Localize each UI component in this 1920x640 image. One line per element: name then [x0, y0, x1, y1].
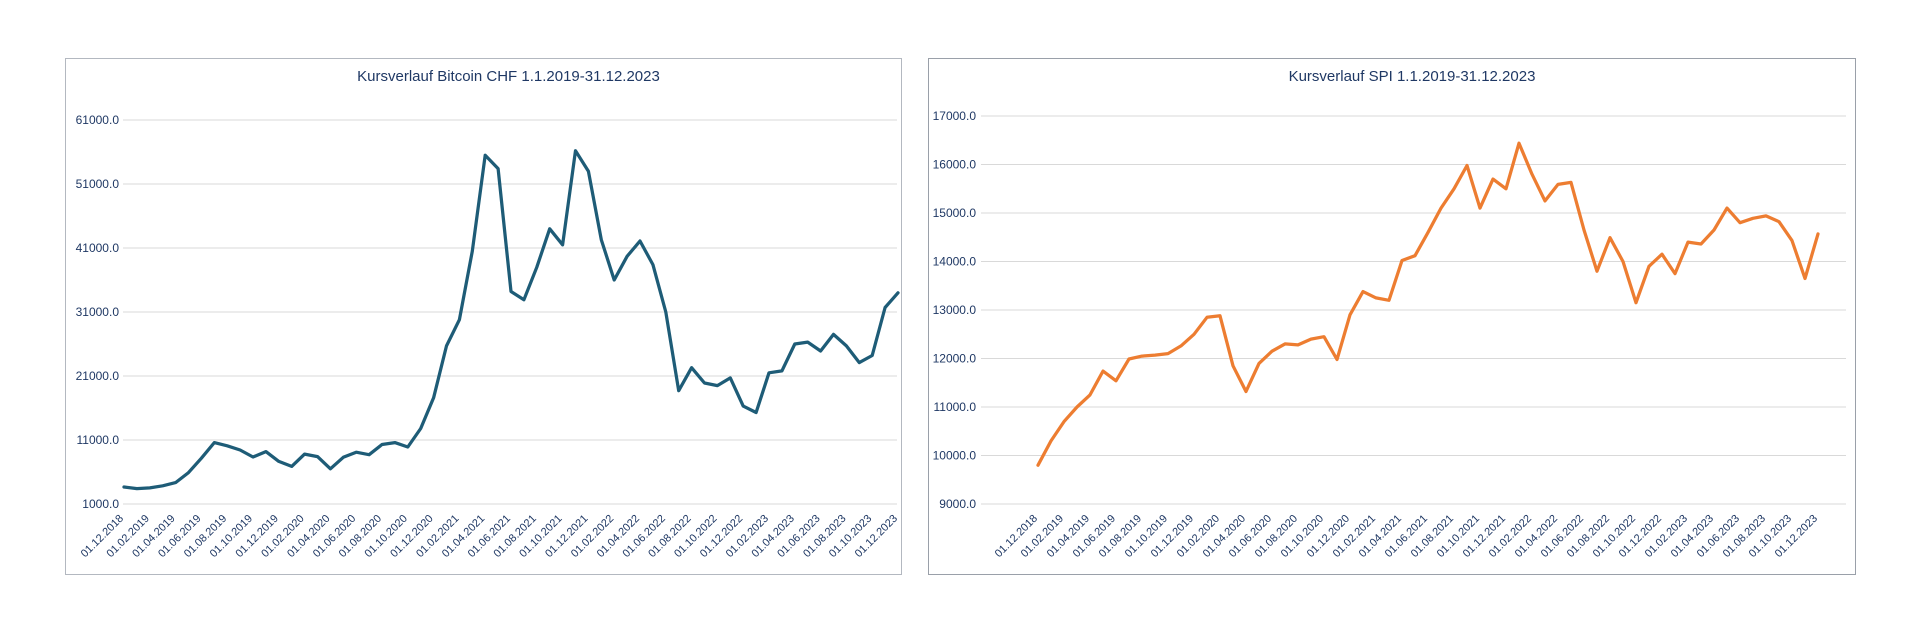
- y-tick-label: 51000.0: [76, 177, 120, 191]
- spi-chart-panel: Kursverlauf SPI 1.1.2019-31.12.2023 9000…: [928, 58, 1856, 575]
- bitcoin-chart-panel: Kursverlauf Bitcoin CHF 1.1.2019-31.12.2…: [65, 58, 902, 575]
- bitcoin-chart-title: Kursverlauf Bitcoin CHF 1.1.2019-31.12.2…: [357, 68, 660, 85]
- bitcoin-line-chart: 1000.0 11000.0 21000.0 31000.0 41000.0 51000.…: [76, 113, 901, 560]
- bitcoin-price-line: [122, 149, 900, 491]
- x-axis-labels: 01.12.201801.02.201901.04.201901.06.2019…: [79, 513, 900, 560]
- y-tick-label: 11000.0: [77, 433, 120, 447]
- y-tick-label: 10000.0: [933, 449, 977, 463]
- y-axis-labels: 9000.0 10000.0 11000.0 12000.0 13000.0 14000.…: [933, 109, 977, 511]
- y-tick-label: 1000.0: [82, 497, 119, 511]
- y-tick-label: 9000.0: [939, 497, 976, 511]
- spi-price-line: [1036, 141, 1820, 467]
- grid-lines: [981, 115, 1846, 505]
- spi-line-chart: 9000.0 10000.0 11000.0 12000.0 13000.0 14000.…: [933, 109, 1846, 560]
- y-tick-label: 17000.0: [933, 109, 977, 123]
- y-tick-label: 12000.0: [933, 352, 977, 366]
- y-tick-label: 21000.0: [76, 369, 120, 383]
- x-axis-labels: 01.12.201801.02.201901.04.201901.06.2019…: [993, 513, 1820, 560]
- y-tick-label: 11000.0: [934, 400, 977, 414]
- y-tick-label: 61000.0: [76, 113, 120, 127]
- y-axis-labels: 1000.0 11000.0 21000.0 31000.0 41000.0 51000.…: [76, 113, 120, 511]
- y-tick-label: 16000.0: [933, 158, 977, 172]
- y-tick-label: 15000.0: [933, 206, 977, 220]
- y-tick-label: 31000.0: [76, 305, 120, 319]
- y-tick-label: 41000.0: [76, 241, 120, 255]
- grid-lines: [123, 119, 897, 505]
- spi-chart-title: Kursverlauf SPI 1.1.2019-31.12.2023: [1288, 68, 1536, 85]
- y-tick-label: 14000.0: [933, 255, 977, 269]
- y-tick-label: 13000.0: [933, 303, 977, 317]
